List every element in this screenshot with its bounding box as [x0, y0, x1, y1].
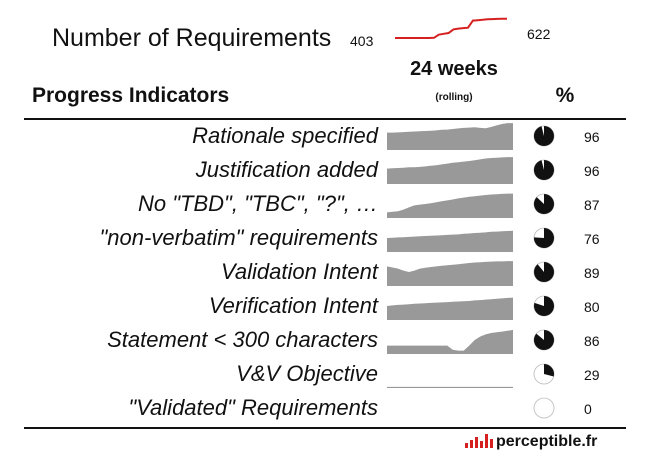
requirements-trend-line [395, 17, 508, 39]
sparkline-area [387, 329, 513, 354]
pie-slice [534, 228, 555, 248]
pie-background [533, 397, 555, 419]
indicator-percent-value: 89 [584, 265, 600, 281]
brand-logo: perceptible.fr [465, 433, 597, 451]
chart-title: Number of Requirements [52, 24, 332, 52]
indicator-trend-sparkline [387, 386, 513, 388]
indicator-row: "non-verbatim" requirements 76 [0, 222, 650, 255]
pie-slice [533, 126, 554, 146]
requirements-start-value: 403 [350, 33, 374, 49]
indicator-trend-sparkline [387, 329, 513, 354]
indicator-percent-value: 0 [584, 401, 592, 417]
requirements-trend-series [395, 17, 508, 39]
indicator-label: No "TBD", "TBC", "?", … [137, 191, 378, 216]
pie-slice [533, 194, 554, 214]
sparkline-area [387, 261, 513, 286]
percent-pie [533, 329, 555, 351]
indicator-trend-sparkline [386, 392, 514, 425]
header-divider [24, 118, 626, 120]
indicator-label: "non-verbatim" requirements [99, 225, 378, 250]
indicator-row: V&V Objective 29 [0, 358, 650, 391]
weeks-label: 24 weeks [410, 58, 498, 80]
percent-pie [533, 159, 555, 181]
indicator-trend-sparkline [387, 230, 513, 252]
pie-slice [533, 262, 554, 282]
percent-pie [533, 363, 555, 385]
percent-pie [533, 125, 555, 147]
indicator-label: Verification Intent [208, 293, 378, 318]
logo-text: perceptible.fr [496, 433, 598, 450]
percent-pie [533, 397, 555, 419]
sparkline-area [387, 386, 513, 388]
indicator-row: No "TBD", "TBC", "?", … 87 [0, 188, 650, 221]
percent-pie [533, 193, 555, 215]
pie-slice [544, 364, 555, 377]
pie-slice [533, 160, 554, 180]
indicator-label: V&V Objective [236, 361, 378, 386]
indicator-percent-value: 86 [584, 333, 600, 349]
indicator-percent-value: 76 [584, 231, 600, 247]
indicator-trend-sparkline [387, 297, 513, 320]
indicator-row: Justification added 96 [0, 154, 650, 187]
indicator-percent-value: 96 [584, 129, 600, 145]
percent-column-header: % [555, 84, 575, 107]
section-title: Progress Indicators [32, 84, 230, 107]
indicator-trend-sparkline [387, 123, 513, 150]
percent-pie [533, 227, 555, 249]
indicator-label: Justification added [195, 157, 378, 182]
indicator-trend-sparkline [387, 193, 513, 218]
indicator-row: Validation Intent 89 [0, 256, 650, 289]
sparkline-area [387, 230, 513, 252]
indicator-label: "Validated" Requirements [128, 395, 378, 420]
indicator-label: Validation Intent [221, 259, 378, 284]
percent-pie [533, 295, 555, 317]
pie-slice [533, 330, 554, 350]
sparkline-area [387, 193, 513, 218]
rolling-label: (rolling) [435, 92, 473, 103]
indicator-percent-value: 96 [584, 163, 600, 179]
logo-bars-icon [465, 434, 493, 448]
indicator-row: Statement < 300 characters 86 [0, 324, 650, 357]
pie-slice [534, 296, 555, 316]
indicator-label: Rationale specified [192, 123, 378, 148]
indicator-percent-value: 80 [584, 299, 600, 315]
indicator-row: Verification Intent 80 [0, 290, 650, 323]
indicator-percent-value: 87 [584, 197, 600, 213]
sparkline-area [387, 157, 513, 184]
indicator-row: "Validated" Requirements 0 [0, 392, 650, 425]
sparkline-area [387, 123, 513, 150]
indicator-row: Rationale specified 96 [0, 120, 650, 153]
indicator-trend-sparkline [387, 157, 513, 184]
requirements-end-value: 622 [527, 26, 551, 42]
footer-divider [24, 427, 626, 429]
indicator-trend-sparkline [387, 261, 513, 286]
percent-pie [533, 261, 555, 283]
sparkline-area [387, 297, 513, 320]
indicator-label: Statement < 300 characters [107, 327, 378, 352]
indicator-percent-value: 29 [584, 367, 600, 383]
